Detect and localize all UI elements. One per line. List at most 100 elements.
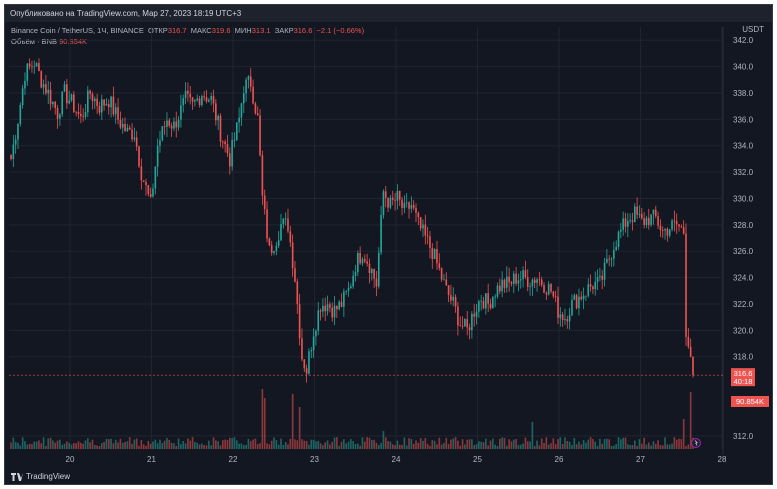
volume-bar [496, 445, 499, 449]
candle-body [110, 96, 112, 108]
volume-bar [80, 442, 82, 449]
candle-body [166, 120, 168, 127]
volume-bar [266, 443, 268, 449]
volume-bar [77, 441, 80, 449]
candle-body [345, 291, 347, 292]
volume-bar [73, 443, 75, 449]
candle-body [254, 103, 257, 114]
candle-body [173, 121, 175, 129]
candle-body [119, 119, 122, 128]
tradingview-brand[interactable]: TradingView [11, 472, 70, 481]
candle-body [240, 103, 243, 118]
candle-body [10, 155, 12, 160]
candle-body [26, 63, 29, 81]
volume-bar [366, 437, 368, 449]
volume-bar [133, 439, 136, 449]
volume-bar [552, 438, 555, 449]
candle-body [510, 282, 513, 284]
candle-body [594, 281, 597, 290]
volume-bar [331, 441, 334, 449]
candle-body [587, 284, 590, 296]
volume-bar [12, 437, 15, 449]
candle-body [154, 166, 157, 189]
volume-bar [587, 439, 590, 449]
candle-body [671, 220, 673, 230]
volume-bar [633, 440, 636, 449]
candle-body [75, 111, 77, 113]
volume-bar [489, 440, 492, 449]
candle-body [54, 101, 57, 109]
volume-bar [222, 440, 224, 449]
open-value: 316.7 [167, 26, 187, 35]
volume-bar [668, 444, 671, 449]
volume-bar [687, 444, 690, 449]
candle-body [103, 99, 105, 106]
candle-body [471, 313, 473, 331]
volume-bar [522, 443, 524, 449]
volume-bar [671, 443, 673, 449]
volume-bar [391, 444, 394, 449]
candle-body [291, 242, 294, 269]
symbol-title[interactable]: Binance Coin / TetherUS, 1Ч, BINANCE [11, 26, 144, 35]
volume-bar [636, 445, 638, 449]
volume-bar [419, 438, 422, 449]
volume-bar [492, 438, 494, 449]
candle-body [454, 296, 457, 307]
volume-bar [622, 437, 624, 449]
volume-bar [145, 445, 147, 449]
candle-body [512, 273, 515, 284]
candle-body [599, 275, 601, 278]
volume-bar [187, 438, 189, 449]
volume-bar [571, 445, 573, 449]
volume-bar [117, 442, 119, 449]
candle-body [522, 270, 524, 280]
candle-body [52, 101, 54, 105]
volume-bar [45, 445, 47, 449]
candle-body [529, 286, 531, 288]
volume-bar [24, 441, 26, 449]
candle-body [70, 94, 73, 101]
volume-label[interactable]: Объём · BNB [11, 37, 57, 46]
volume-bar [361, 437, 364, 449]
volume-bar [291, 393, 294, 449]
volume-bar [382, 431, 385, 449]
candle-body [375, 278, 378, 287]
candle-body [424, 224, 427, 236]
candle-body [519, 279, 522, 281]
candle-body [142, 180, 145, 182]
change-value: −2.1 (−0.66%) [316, 26, 365, 35]
volume-bar [124, 441, 126, 449]
candle-body [452, 296, 455, 301]
volume-bar [340, 441, 343, 449]
candle-body [340, 301, 343, 307]
volume-bar [620, 439, 622, 449]
volume-bar [82, 443, 84, 449]
brand-name: TradingView [26, 472, 71, 481]
price-chart[interactable]: 342.0 340.0 338.0 336.0 334.0 332.0 330.0 328.0… [5, 5, 772, 484]
candle-body [168, 120, 171, 126]
volume-bar [152, 441, 154, 449]
volume-bar [226, 440, 229, 449]
volume-bar [443, 442, 445, 449]
candle-body [478, 301, 480, 312]
volume-bar [631, 445, 634, 449]
volume-bar [585, 442, 587, 449]
candle-body [408, 202, 410, 209]
volume-bar [338, 445, 341, 449]
volume-bar [284, 442, 287, 449]
candle-body [73, 94, 75, 112]
candle-body [391, 197, 394, 200]
volume-bar [659, 444, 662, 449]
candle-body [124, 124, 126, 132]
volume-bar [121, 442, 124, 449]
volume-bar [166, 437, 168, 449]
candle-body [205, 97, 208, 102]
candle-body [140, 166, 143, 181]
candle-body [333, 305, 336, 318]
volume-bar [224, 439, 226, 449]
volume-bar [275, 440, 278, 449]
candle-body [24, 80, 26, 89]
volume-bar [219, 445, 222, 449]
volume-bar [336, 437, 338, 449]
candle-body [419, 217, 422, 229]
